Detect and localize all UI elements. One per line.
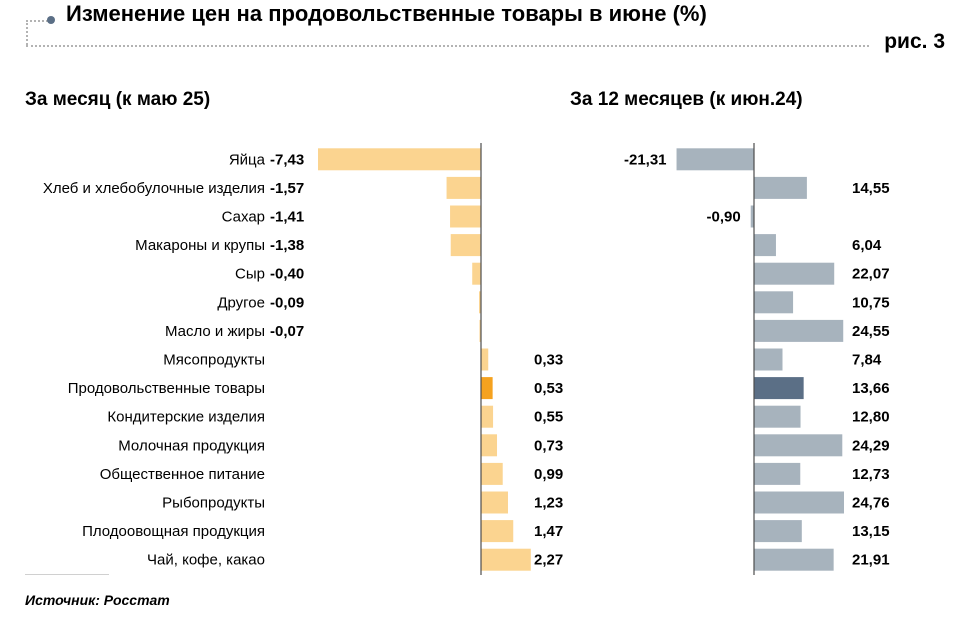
category-label: Продовольственные товары: [68, 380, 265, 397]
month-value-label: 2,27: [534, 552, 563, 569]
month-value-label: -1,57: [270, 180, 304, 197]
header-dotted-line: [26, 45, 869, 47]
right-panel-title: За 12 месяцев (к июн.24): [570, 89, 803, 110]
category-label: Яйца: [229, 151, 266, 168]
month-bar: [450, 234, 481, 257]
category-label: Сыр: [235, 266, 265, 283]
month-bar: [450, 205, 481, 228]
month-bar: [481, 348, 489, 371]
year-value-label: 21,91: [852, 552, 890, 569]
year-value-label: -21,31: [624, 151, 667, 168]
category-label: Молочная продукция: [118, 437, 265, 454]
year-value-label: 24,55: [852, 323, 890, 340]
month-value-label: 0,73: [534, 437, 563, 454]
year-bar: [754, 176, 807, 199]
month-value-label: 0,53: [534, 380, 563, 397]
category-label: Хлеб и хлебобулочные изделия: [43, 180, 265, 197]
year-value-label: 10,75: [852, 294, 890, 311]
month-value-label: -1,41: [270, 209, 304, 226]
month-value-label: 0,33: [534, 352, 563, 369]
month-value-label: 1,23: [534, 495, 563, 512]
year-value-label: 12,80: [852, 409, 890, 426]
month-bar: [481, 405, 494, 428]
header-dot-icon: [47, 16, 55, 24]
category-label: Макароны и крупы: [135, 237, 265, 254]
year-value-label: 6,04: [852, 237, 882, 254]
month-bar: [479, 291, 481, 314]
year-value-label: -0,90: [707, 209, 741, 226]
year-bar: [754, 291, 794, 314]
category-label: Другое: [217, 294, 265, 311]
month-value-label: -0,40: [270, 266, 304, 283]
year-value-label: 24,29: [852, 437, 890, 454]
year-value-label: 12,73: [852, 466, 890, 483]
month-value-label: 0,99: [534, 466, 563, 483]
figure-label: рис. 3: [884, 30, 945, 53]
year-bar: [754, 377, 804, 400]
month-value-label: 1,47: [534, 523, 563, 540]
month-bar: [481, 491, 508, 514]
month-bar: [481, 520, 514, 543]
left-panel-title: За месяц (к маю 25): [25, 89, 211, 110]
category-label: Чай, кофе, какао: [147, 552, 265, 569]
month-bar: [481, 462, 503, 485]
category-label: Рыбопродукты: [162, 495, 265, 512]
source-divider: [25, 574, 109, 575]
year-bar: [754, 405, 801, 428]
year-value-label: 22,07: [852, 266, 890, 283]
month-value-label: -0,07: [270, 323, 304, 340]
category-label: Кондитерские изделия: [107, 409, 265, 426]
category-label: Плодоовощная продукция: [82, 523, 265, 540]
source-note: Источник: Росстат: [25, 592, 170, 608]
category-label: Сахар: [222, 209, 265, 226]
year-bar: [750, 205, 754, 228]
year-bar: [676, 148, 754, 171]
category-label: Мясопродукты: [163, 352, 265, 369]
month-bar: [481, 377, 493, 400]
month-bar: [318, 148, 481, 171]
month-value-label: -0,09: [270, 294, 304, 311]
month-value-label: -1,38: [270, 237, 304, 254]
year-bar: [754, 434, 843, 457]
month-value-label: -7,43: [270, 151, 304, 168]
year-bar: [754, 548, 834, 571]
month-bar: [481, 548, 531, 571]
month-bar: [472, 262, 481, 285]
year-bar: [754, 462, 801, 485]
header-dotted-line-left: [26, 20, 28, 45]
category-label: Общественное питание: [100, 466, 265, 483]
header-dotted-line-top: [26, 20, 48, 22]
month-bar: [446, 176, 481, 199]
month-bar: [481, 434, 498, 457]
month-value-label: 0,55: [534, 409, 563, 426]
year-value-label: 24,76: [852, 495, 890, 512]
year-bar: [754, 491, 844, 514]
year-value-label: 14,55: [852, 180, 890, 197]
year-value-label: 7,84: [852, 352, 882, 369]
year-bar: [754, 319, 844, 342]
chart-title: Изменение цен на продовольственные товар…: [66, 1, 707, 26]
chart-header: Изменение цен на продовольственные товар…: [0, 0, 960, 60]
year-value-label: 13,66: [852, 380, 890, 397]
year-bar: [754, 234, 776, 257]
year-bar: [754, 520, 802, 543]
year-bar: [754, 348, 783, 371]
month-bar: [479, 319, 481, 342]
year-bar: [754, 262, 835, 285]
year-value-label: 13,15: [852, 523, 890, 540]
category-label: Масло и жиры: [165, 323, 265, 340]
